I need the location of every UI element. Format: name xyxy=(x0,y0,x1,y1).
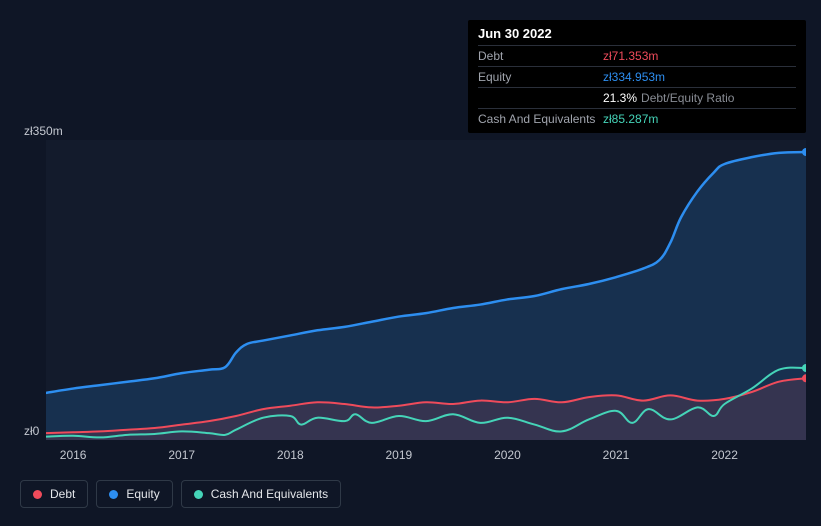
legend-dot-icon xyxy=(194,490,203,499)
x-axis: 2016 2017 2018 2019 2020 2021 2022 xyxy=(46,448,806,466)
chart-svg xyxy=(46,140,806,440)
tooltip-row-value: zł71.353m xyxy=(603,49,658,63)
tooltip-row-note: Debt/Equity Ratio xyxy=(641,91,734,105)
legend-label: Debt xyxy=(50,487,75,501)
legend-item[interactable]: Cash And Equivalents xyxy=(181,480,341,508)
tooltip-row-label: Cash And Equivalents xyxy=(478,112,603,126)
tooltip-row-label: Debt xyxy=(478,49,603,63)
x-axis-tick: 2020 xyxy=(494,448,521,462)
tooltip-row-label xyxy=(478,91,603,105)
tooltip-row-label: Equity xyxy=(478,70,603,84)
legend-item[interactable]: Equity xyxy=(96,480,172,508)
tooltip-row: Debtzł71.353m xyxy=(478,45,796,66)
tooltip-row-value: zł85.287m xyxy=(603,112,658,126)
series-area xyxy=(46,152,806,440)
legend-label: Equity xyxy=(126,487,159,501)
x-axis-tick: 2018 xyxy=(277,448,304,462)
chart-tooltip: Jun 30 2022 Debtzł71.353mEquityzł334.953… xyxy=(468,20,806,133)
chart-legend: Debt Equity Cash And Equivalents xyxy=(20,480,341,508)
y-axis-max-label: zł350m xyxy=(24,124,63,138)
tooltip-row-value: zł334.953m xyxy=(603,70,665,84)
chart-plot-area[interactable] xyxy=(46,140,806,440)
x-axis-tick: 2019 xyxy=(385,448,412,462)
tooltip-date: Jun 30 2022 xyxy=(478,26,796,45)
x-axis-tick: 2017 xyxy=(168,448,195,462)
tooltip-row-value: 21.3% xyxy=(603,91,637,105)
tooltip-row: Equityzł334.953m xyxy=(478,66,796,87)
legend-dot-icon xyxy=(109,490,118,499)
legend-dot-icon xyxy=(33,490,42,499)
legend-item[interactable]: Debt xyxy=(20,480,88,508)
x-axis-tick: 2022 xyxy=(711,448,738,462)
tooltip-row: 21.3% Debt/Equity Ratio xyxy=(478,87,796,108)
x-axis-tick: 2021 xyxy=(603,448,630,462)
legend-label: Cash And Equivalents xyxy=(211,487,328,501)
tooltip-row: Cash And Equivalentszł85.287m xyxy=(478,108,796,129)
y-axis-min-label: zł0 xyxy=(24,424,39,438)
x-axis-tick: 2016 xyxy=(60,448,87,462)
